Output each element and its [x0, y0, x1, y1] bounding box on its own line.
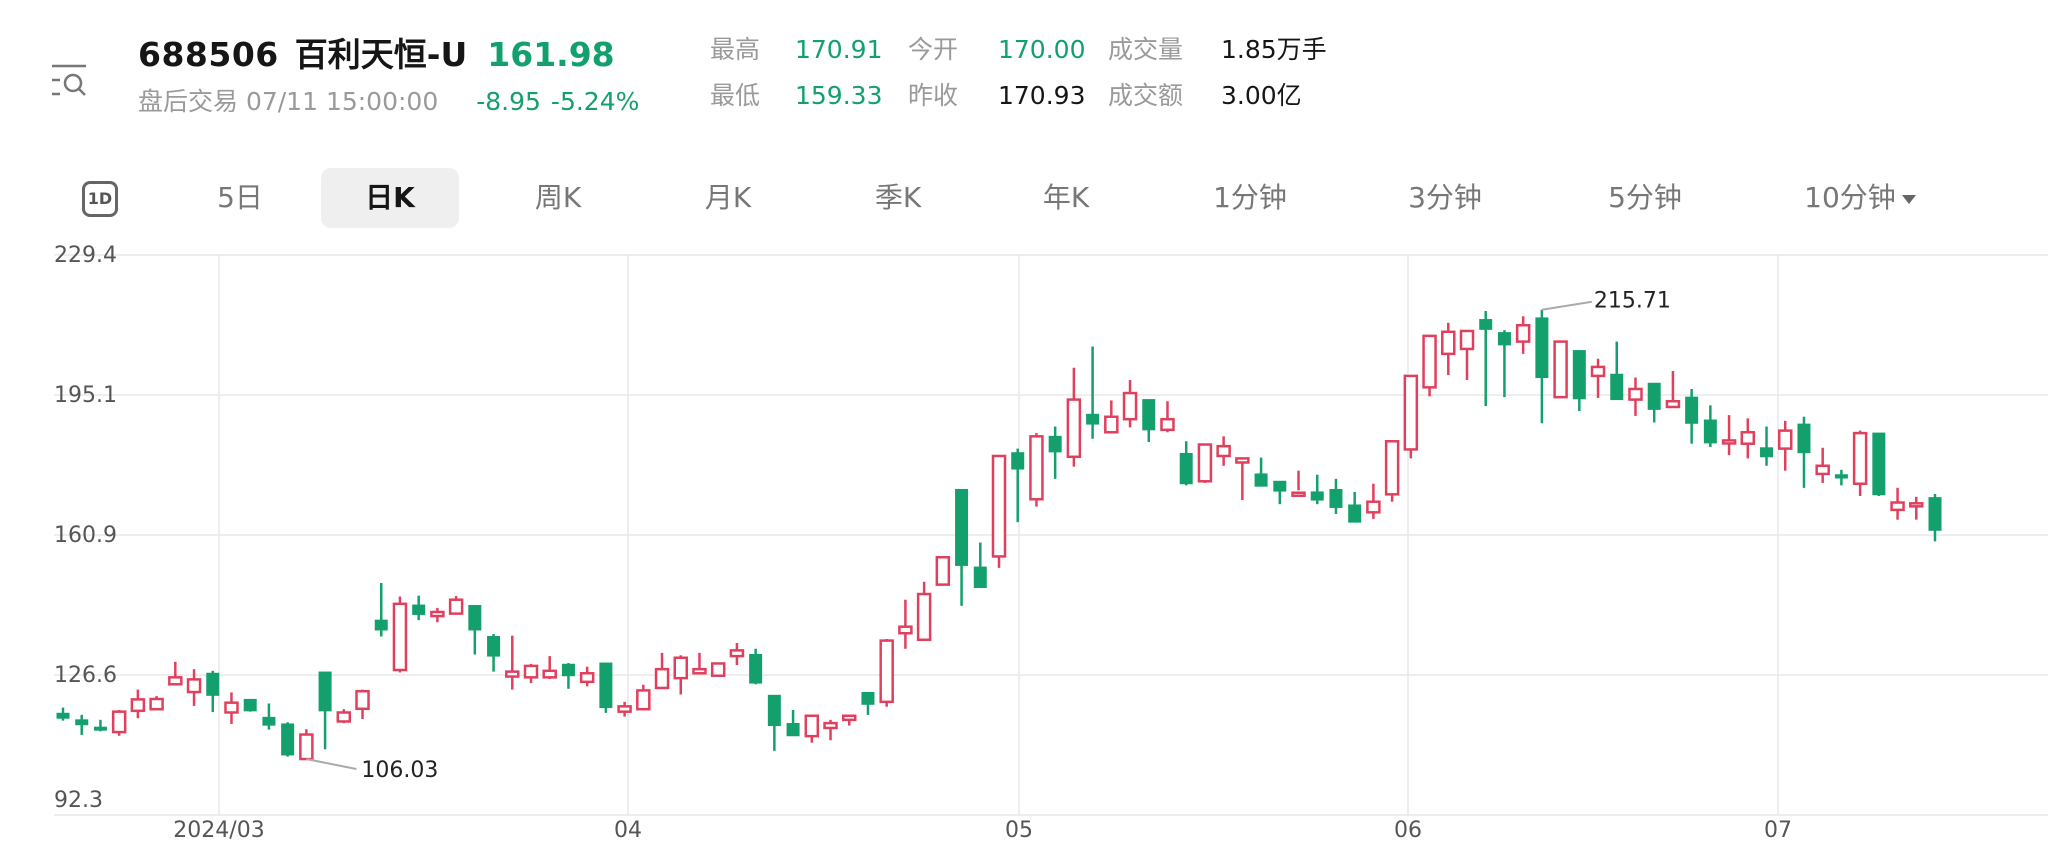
tab-quarterly-k[interactable]: 季K: [874, 181, 922, 214]
high-label: 最高: [710, 35, 761, 64]
x-tick-label: 06: [1394, 818, 1422, 843]
tab-10min-dropdown[interactable]: 10分钟: [1790, 168, 1930, 228]
low-value: 159.33: [795, 81, 883, 110]
price-change: -8.95: [476, 87, 541, 116]
open-label: 今开: [908, 35, 959, 64]
price-change-pct: -5.24%: [550, 87, 640, 116]
tab-monthly-k[interactable]: 月K: [704, 181, 752, 214]
volume-value: 1.85万手: [1221, 35, 1327, 64]
low-label: 最低: [710, 81, 761, 110]
y-tick-label: 229.4: [54, 243, 117, 268]
session-time: 盘后交易 07/11 15:00:00: [138, 87, 439, 116]
x-tick-label: 04: [614, 818, 642, 843]
x-tick-label: 05: [1005, 818, 1033, 843]
svg-text:106.03: 106.03: [361, 758, 438, 783]
volume-label: 成交量: [1108, 35, 1184, 64]
tab-3min[interactable]: 3分钟: [1408, 181, 1482, 214]
svg-text:215.71: 215.71: [1594, 289, 1671, 314]
menu-search-icon[interactable]: [50, 60, 92, 102]
x-tick-label: 2024/03: [173, 818, 265, 843]
y-tick-label: 160.9: [54, 523, 117, 548]
tab-daily-k[interactable]: 日K: [321, 168, 459, 228]
tab-10min-label: 10分钟: [1804, 181, 1896, 214]
y-tick-label: 92.3: [54, 788, 103, 813]
turnover-value: 3.00亿: [1221, 81, 1302, 110]
candlestick-chart[interactable]: 106.03 215.71 229.4 195.1 160.9 126.6 92.…: [0, 240, 2048, 853]
stock-code: 688506: [138, 35, 279, 74]
session-row: 盘后交易 07/11 15:00:00 -8.95 -5.24%: [138, 82, 639, 118]
x-tick-label: 07: [1764, 818, 1792, 843]
prev-close-label: 昨收: [908, 81, 959, 110]
quote-stats: 最高 170.91 今开 170.00 成交量 1.85万手 最低 159.33…: [710, 30, 1327, 122]
caret-down-icon: [1901, 194, 1916, 204]
prev-close-value: 170.93: [998, 81, 1086, 110]
period-tabs: 1D 5日 日K 周K 月K 季K 年K 1分钟 3分钟 5分钟 10分钟: [0, 168, 2048, 230]
tab-weekly-k[interactable]: 周K: [534, 181, 582, 214]
tab-5day[interactable]: 5日: [217, 181, 263, 214]
tab-5min[interactable]: 5分钟: [1608, 181, 1682, 214]
turnover-label: 成交额: [1108, 81, 1184, 110]
tab-1min[interactable]: 1分钟: [1213, 181, 1287, 214]
y-tick-label: 195.1: [54, 383, 117, 408]
stock-title: 688506 百利天恒-U 161.98: [138, 28, 615, 76]
chart-canvas: 106.03 215.71: [54, 254, 2048, 816]
stock-name: 百利天恒-U: [294, 35, 468, 74]
intraday-1d-button[interactable]: 1D: [82, 181, 118, 217]
open-value: 170.00: [998, 35, 1086, 64]
tab-yearly-k[interactable]: 年K: [1042, 181, 1090, 214]
high-value: 170.91: [795, 35, 883, 64]
y-tick-label: 126.6: [54, 663, 117, 688]
last-price: 161.98: [487, 35, 615, 74]
